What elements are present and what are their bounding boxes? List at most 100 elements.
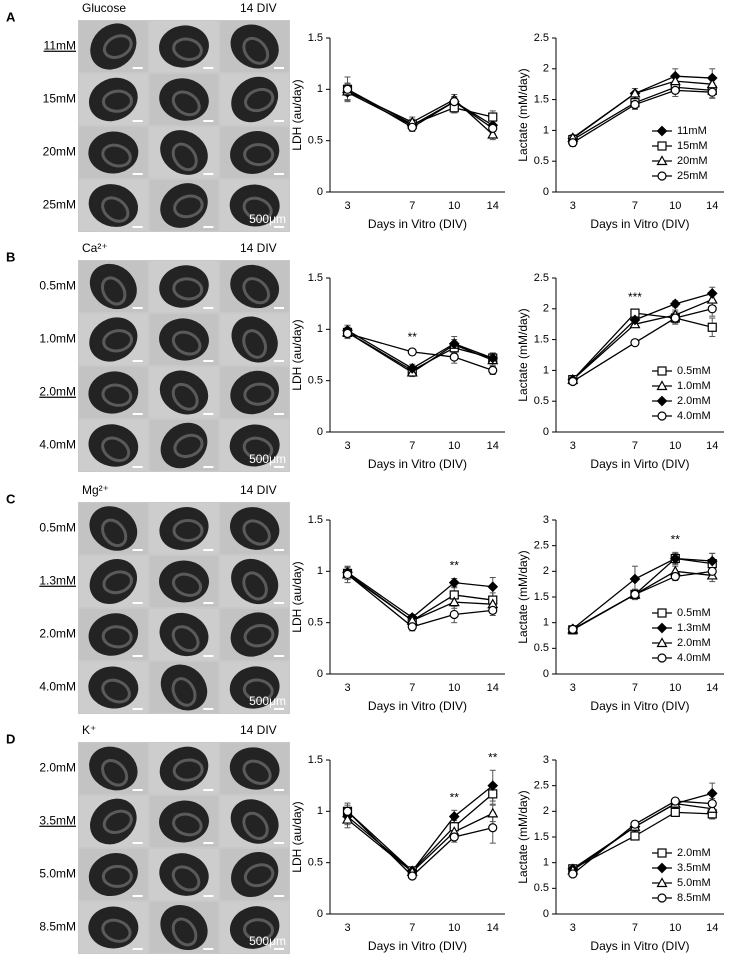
- marker: [706, 555, 718, 567]
- y-tick-label: 2.5: [534, 540, 549, 552]
- marker: [448, 577, 460, 588]
- div-label: 14 DIV: [240, 241, 277, 255]
- legend-marker: [657, 366, 667, 376]
- tissue-inner: [171, 382, 199, 411]
- tissue-inner: [171, 917, 198, 947]
- tissue-inner: [101, 196, 130, 223]
- x-axis-label: Days in Virto (DIV): [590, 457, 689, 471]
- significance-marker: **: [450, 790, 460, 804]
- series-line: [572, 292, 713, 381]
- tissue-inner: [242, 811, 269, 841]
- legend-marker: [656, 380, 668, 391]
- tissue-inner: [242, 277, 271, 305]
- tissue-inner: [102, 34, 133, 59]
- y-tick-label: 0.5: [308, 135, 323, 147]
- marker: [669, 298, 681, 310]
- tissue-slice: [159, 318, 209, 361]
- y-tick-label: 2: [543, 805, 549, 817]
- tissue-inner: [242, 571, 268, 601]
- series-line: [347, 793, 494, 872]
- y-tick-label: 3: [543, 514, 549, 526]
- tissue-inner: [172, 519, 204, 542]
- legend-label: 3.5mM: [677, 862, 711, 874]
- y-axis-label: Lactate (mM/day): [516, 308, 530, 401]
- y-tick-label: 2.5: [534, 272, 549, 284]
- legend-label: 0.5mM: [677, 365, 711, 377]
- legend-label: 11mM: [677, 125, 707, 137]
- significance-marker: **: [408, 330, 418, 344]
- y-tick-label: 2.5: [534, 32, 549, 44]
- tissue-inner: [101, 678, 131, 704]
- series-line: [347, 332, 493, 372]
- tissue-inner: [242, 436, 274, 461]
- tissue-inner: [243, 863, 275, 888]
- tissue-inner: [173, 433, 204, 459]
- y-tick-label: 1.5: [308, 514, 323, 526]
- x-axis-label: Days in Vitro (DIV): [590, 699, 689, 713]
- tissue-inner: [171, 865, 201, 892]
- series-line: [572, 557, 713, 630]
- legend-label: 8.5mM: [677, 892, 711, 904]
- marker: [707, 304, 717, 314]
- row-label: 5.0mM: [39, 867, 76, 881]
- series-line: [572, 89, 713, 144]
- x-tick-label: 7: [632, 440, 638, 452]
- tissue-slice: [229, 507, 280, 550]
- tissue-slice: [160, 422, 208, 469]
- legend-marker: [656, 395, 668, 407]
- y-tick-label: 2: [543, 565, 549, 577]
- legend-label: 0.5mM: [677, 607, 711, 619]
- y-tick-label: 1: [317, 83, 323, 95]
- x-axis-label: Days in Vitro (DIV): [368, 457, 467, 471]
- tissue-inner: [101, 864, 133, 888]
- tissue-inner: [101, 383, 133, 407]
- y-tick-label: 0.5: [534, 395, 549, 407]
- marker: [407, 122, 417, 132]
- marker: [568, 624, 578, 634]
- legend-label: 2.0mM: [677, 847, 711, 859]
- legend-label: 4.0mM: [677, 652, 711, 664]
- legend-marker: [657, 848, 667, 858]
- x-tick-label: 10: [448, 200, 460, 212]
- marker: [670, 85, 680, 95]
- y-tick-label: 0.5: [308, 375, 323, 387]
- marker: [407, 347, 417, 357]
- legend-marker: [656, 877, 668, 888]
- series-line: [347, 571, 493, 619]
- y-tick-label: 0.5: [534, 155, 549, 167]
- marker: [670, 796, 680, 806]
- y-tick-label: 1: [317, 805, 323, 817]
- y-tick-label: 1.5: [534, 591, 549, 603]
- panel-letter: B: [6, 249, 15, 264]
- y-tick-label: 0: [543, 908, 549, 920]
- x-tick-label: 3: [344, 922, 350, 934]
- tissue-inner: [101, 518, 128, 548]
- marker: [407, 871, 417, 881]
- scale-bar-label: 500μm: [249, 694, 286, 708]
- series-line: [347, 88, 493, 125]
- tissue-inner: [171, 142, 198, 172]
- row-label: 2.0mM: [39, 627, 76, 641]
- x-tick-label: 14: [487, 922, 499, 934]
- tissue-inner: [242, 519, 271, 546]
- panel-letter: D: [6, 731, 15, 746]
- marker: [630, 338, 640, 348]
- marker: [488, 789, 498, 799]
- tissue-inner: [242, 36, 270, 65]
- marker: [670, 313, 680, 323]
- row-label: 3.5mM: [39, 814, 76, 828]
- tissue-inner: [244, 87, 275, 113]
- marker: [568, 138, 578, 148]
- tissue-inner: [172, 37, 203, 61]
- y-tick-label: 0: [317, 186, 323, 198]
- series-line: [572, 80, 713, 139]
- significance-marker: **: [488, 750, 498, 764]
- legend-label: 1.0mM: [677, 380, 711, 392]
- tissue-slice: [88, 906, 139, 949]
- marker: [487, 780, 499, 792]
- y-axis-label: Lactate (mM/day): [516, 68, 530, 161]
- tissue-inner: [102, 809, 133, 835]
- y-tick-label: 1: [317, 565, 323, 577]
- tissue-inner: [101, 143, 132, 168]
- marker: [406, 362, 418, 374]
